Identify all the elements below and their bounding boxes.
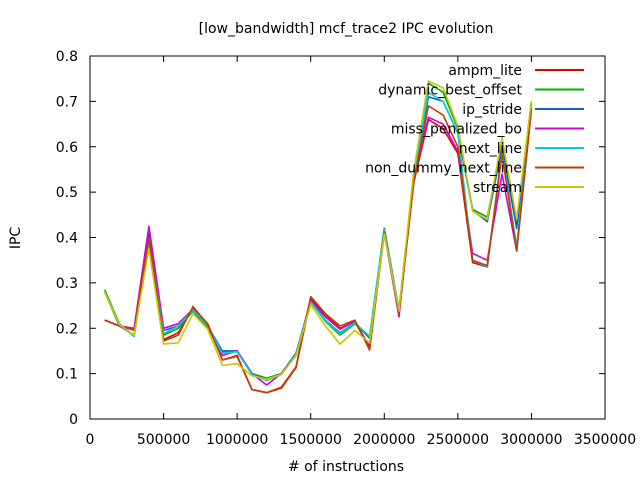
y-tick-label: 0.5 [56,185,78,201]
legend-label: ip_stride [462,102,522,118]
series-line-stream [103,80,533,380]
legend-label: stream [473,180,522,196]
series-line-next-line [103,91,533,382]
legend: ampm_lite dynamic_best_offset ip_stridemis… [365,63,584,196]
y-tick-label: 0.3 [56,276,78,292]
y-tick-label: 0.2 [56,321,78,337]
y-tick-label: 0.1 [56,367,78,383]
x-tick-label: 2000000 [353,432,415,448]
x-tick-label: 3500000 [574,432,636,448]
y-axis-label: IPC [8,227,24,250]
x-tick-label: 500000 [137,432,190,448]
y-axis-ticks: 0 0.1 0.2 0.3 0.4 0.5 0.6 0.7 0.8 [56,49,605,428]
x-tick-label: 3000000 [500,432,562,448]
x-axis-ticks: 0 500000 1000000 1500000 2000000 2500000 30000… [86,56,636,448]
legend-label: miss_penalized_bo [391,122,522,138]
y-tick-label: 0.4 [56,231,78,247]
legend-label: non_dummy_next_line [365,161,522,177]
y-tick-label: 0 [69,412,78,428]
y-tick-label: 0.6 [56,140,78,156]
legend-label: ampm_lite [448,63,522,79]
x-tick-label: 1500000 [280,432,342,448]
legend-label: dynamic_best_offset [378,83,522,99]
series-lines [103,80,533,394]
plot-frame [89,55,606,420]
x-axis-label: # of instructions [288,459,404,475]
legend-label: next_line [459,141,522,157]
x-tick-label: 1000000 [206,432,268,448]
chart-title: [low_bandwidth] mcf_trace2 IPC evolution [199,21,494,37]
x-tick-label: 2500000 [427,432,489,448]
x-tick-label: 0 [86,432,95,448]
y-tick-label: 0.8 [56,49,78,65]
series-line-non-dummy-next-line [104,105,533,394]
y-tick-label: 0.7 [56,94,78,110]
